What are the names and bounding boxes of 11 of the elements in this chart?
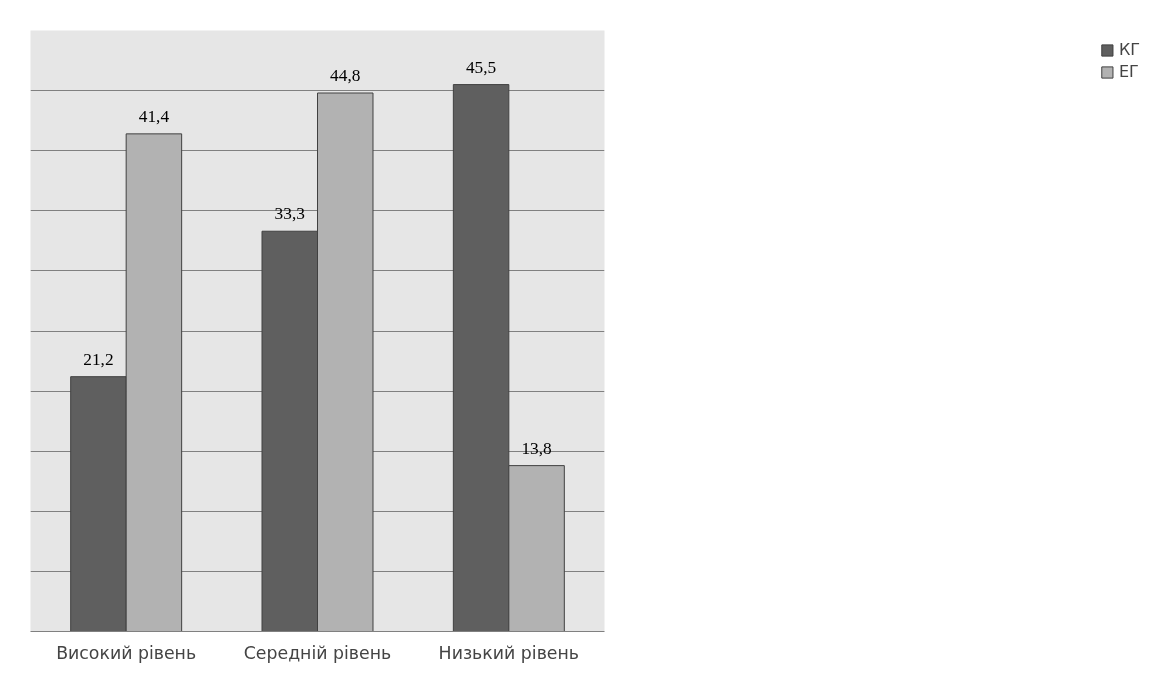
legend-label: КГ (1118, 40, 1140, 59)
x-tick-label: Високий рівень (56, 642, 197, 663)
data-label: 21,2 (83, 349, 114, 369)
x-tick-label: Низький рівень (438, 642, 580, 663)
legend-label: ЕГ (1118, 62, 1139, 81)
data-label: 33,3 (274, 204, 305, 224)
x-tick-label: Середній рівень (243, 642, 392, 663)
data-label: 13,8 (521, 438, 552, 458)
data-label: 44,8 (330, 66, 361, 85)
data-label: 41,4 (138, 106, 170, 126)
data-label: 45,5 (465, 57, 497, 77)
